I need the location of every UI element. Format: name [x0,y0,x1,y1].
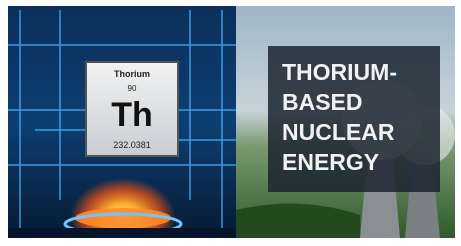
element-card: Thorium 90 Th 232.0381 [86,62,178,156]
element-name: Thorium [114,69,150,79]
headline-line: NUCLEAR [282,119,395,145]
element-number: 90 [128,84,137,93]
headline-line: THORIUM- [282,59,397,85]
headline-line: BASED [282,89,363,115]
thumbnail: Thorium 90 Th 232.0381 THORIUM- BASED NUCL… [0,0,461,246]
headline-box: THORIUM- BASED NUCLEAR ENERGY [268,46,440,192]
element-symbol: Th [111,96,153,134]
element-mass: 232.0381 [113,140,151,150]
headline-line: ENERGY [282,149,379,175]
